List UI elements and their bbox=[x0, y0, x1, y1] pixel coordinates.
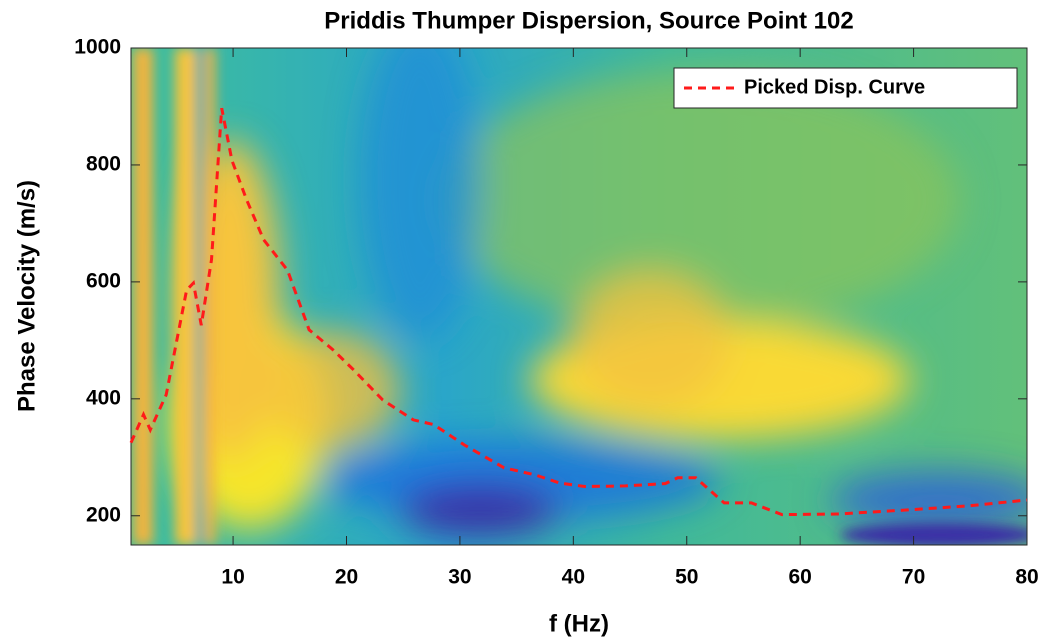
x-axis-label: f (Hz) bbox=[549, 610, 609, 637]
y-axis-label: Phase Velocity (m/s) bbox=[13, 180, 40, 412]
x-tick-label: 10 bbox=[221, 566, 244, 589]
x-tick-label: 50 bbox=[675, 566, 698, 589]
plot-frame bbox=[130, 47, 1028, 546]
x-tick-label: 60 bbox=[788, 566, 811, 589]
legend: Picked Disp. Curve bbox=[673, 67, 1018, 109]
x-tick-label: 80 bbox=[1015, 566, 1038, 589]
y-tick-label: 800 bbox=[86, 152, 121, 175]
x-tick-label: 40 bbox=[562, 566, 585, 589]
x-tick-label: 30 bbox=[448, 566, 471, 589]
legend-label: Picked Disp. Curve bbox=[744, 76, 925, 98]
y-tick-label: 400 bbox=[86, 386, 121, 409]
chart-title: Priddis Thumper Dispersion, Source Point… bbox=[324, 7, 853, 34]
data-line bbox=[129, 107, 1028, 517]
x-tick-label: 70 bbox=[902, 566, 925, 589]
legend-box bbox=[673, 67, 1018, 109]
y-tick-label: 200 bbox=[86, 503, 121, 526]
y-tick-label: 600 bbox=[86, 269, 121, 292]
dispersion-image bbox=[131, 48, 1027, 545]
y-tick-label: 1000 bbox=[74, 36, 121, 59]
x-tick-label: 20 bbox=[335, 566, 358, 589]
